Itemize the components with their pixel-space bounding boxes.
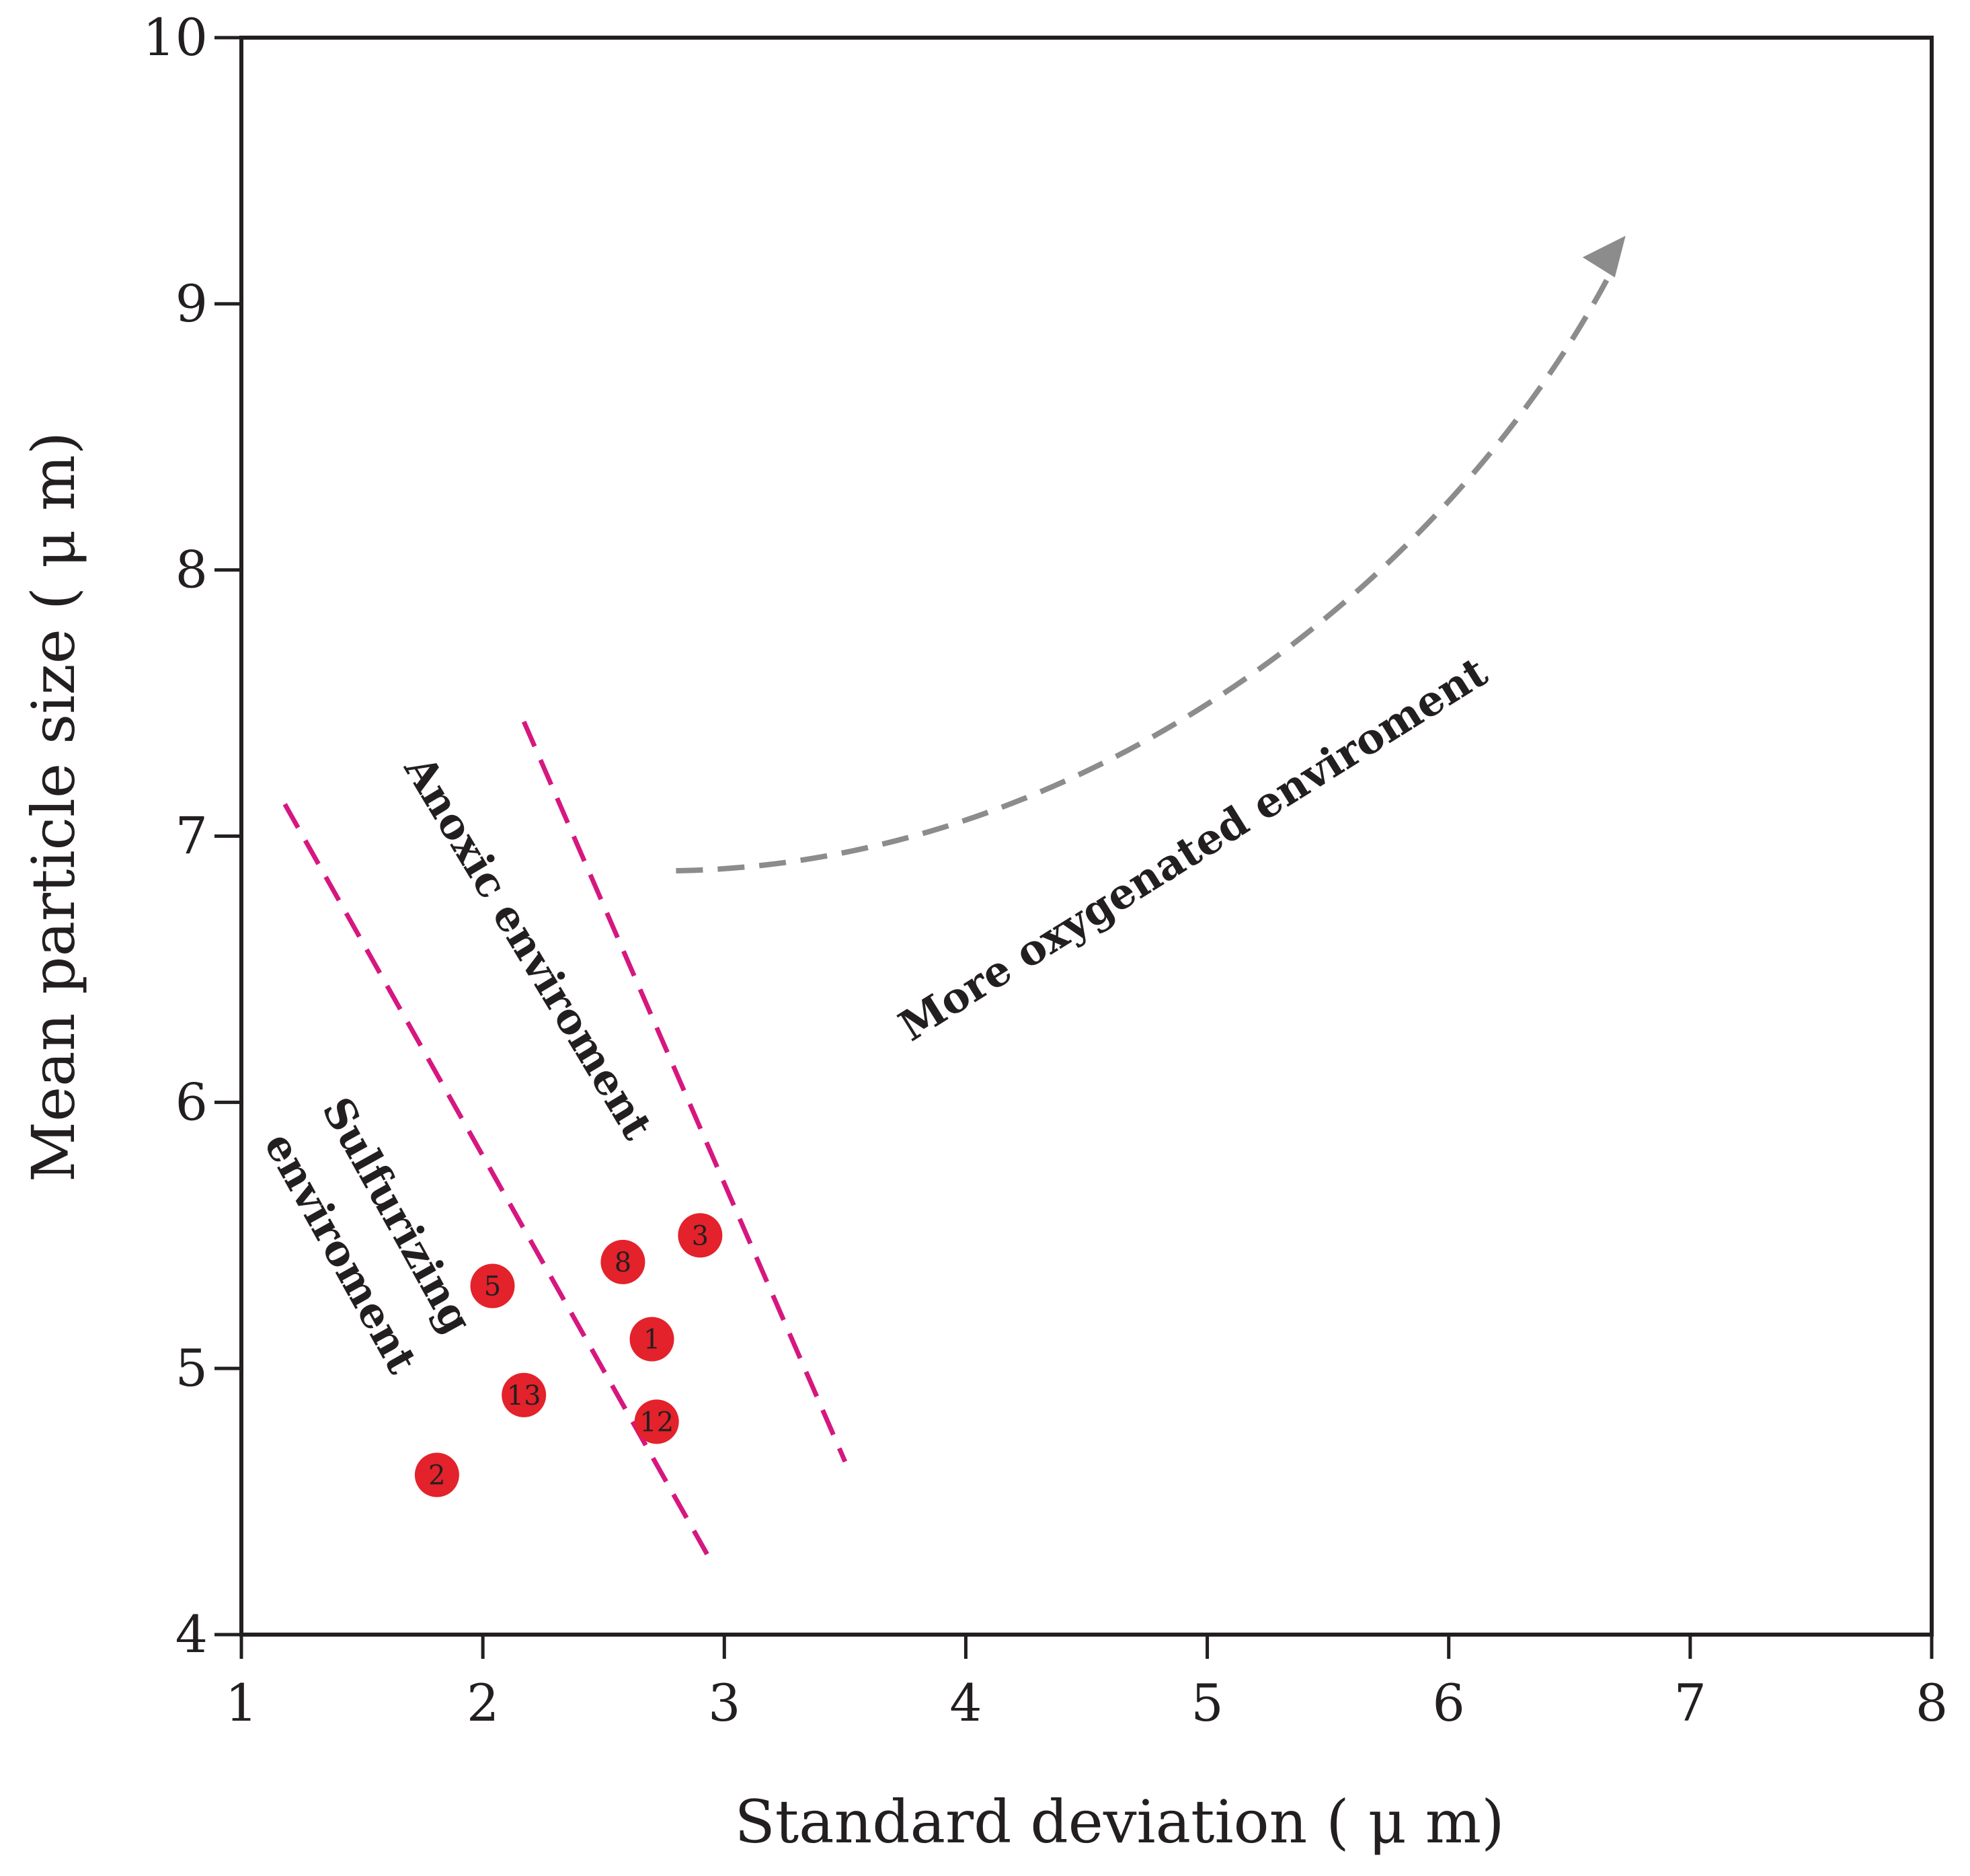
data-point: [414, 1452, 459, 1497]
y-tick-label: 4: [175, 1604, 208, 1664]
data-point: [600, 1239, 645, 1284]
x-tick-label: 6: [1433, 1673, 1465, 1733]
x-axis-label: Standard deviation ( μ m): [734, 1787, 1504, 1857]
data-point-label: 1: [643, 1325, 660, 1356]
x-tick-label: 4: [949, 1673, 982, 1733]
trend-arrow-curve: [676, 276, 1611, 873]
y-axis-label: Mean particle size ( μ m): [19, 432, 88, 1182]
data-point-label: 8: [615, 1247, 631, 1278]
anoxic-oxygenated-boundary: [521, 720, 848, 1463]
y-tick-label: 5: [175, 1338, 208, 1398]
x-tick-label: 5: [1191, 1673, 1223, 1733]
data-points: 3 8 5 1 13 12 2: [414, 1213, 723, 1497]
x-tick-label: 8: [1916, 1673, 1948, 1733]
y-tick-label: 6: [175, 1072, 208, 1132]
x-tick-label: 1: [225, 1673, 258, 1733]
data-point: [629, 1317, 674, 1362]
x-tick-label: 3: [708, 1673, 740, 1733]
x-axis-ticks: 1 2 3 4 5 6 7 8: [225, 1635, 1948, 1733]
y-axis-ticks: 4 5 6 7 8 9 10: [143, 7, 241, 1664]
data-point: [470, 1263, 515, 1308]
y-tick-label: 8: [175, 540, 208, 600]
trend-arrow: [676, 235, 1626, 873]
annotation-oxygenated: More oxygenated enviroment: [890, 647, 1496, 1050]
data-point: [634, 1399, 679, 1444]
data-point: [678, 1213, 723, 1258]
trend-arrow-head: [1582, 235, 1626, 278]
plot-frame: [239, 36, 1934, 1637]
data-point-label: 12: [639, 1407, 674, 1438]
data-point-label: 2: [428, 1460, 445, 1491]
y-tick-label: 7: [175, 806, 208, 866]
data-point-label: 3: [692, 1220, 709, 1251]
annotation-anoxic: Anoxic enviroment: [395, 746, 663, 1148]
y-tick-label: 9: [175, 274, 208, 334]
y-tick-label: 10: [143, 7, 208, 67]
data-point: [502, 1372, 547, 1417]
x-tick-label: 7: [1674, 1673, 1706, 1733]
data-point-label: 5: [484, 1271, 501, 1302]
data-point-label: 13: [507, 1380, 541, 1411]
x-tick-label: 2: [467, 1673, 499, 1733]
